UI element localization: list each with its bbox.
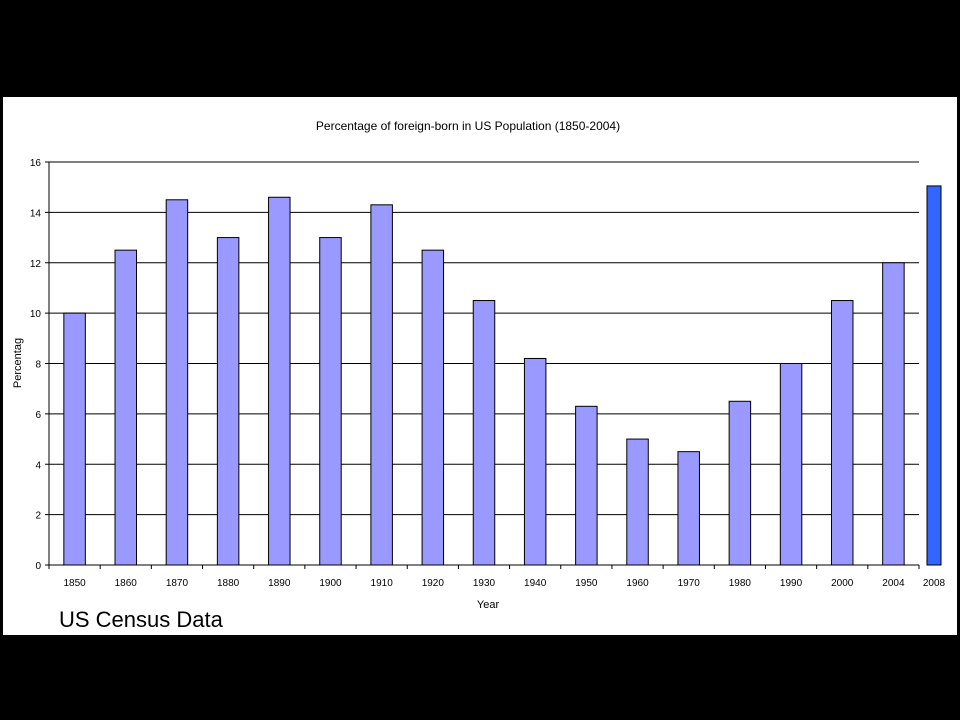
y-tick-label: 6 [35, 410, 41, 421]
x-tick-label: 1990 [780, 578, 803, 589]
bar-1910 [370, 204, 393, 566]
y-axis-label: Percentag [12, 338, 24, 388]
x-tick-label: 1890 [268, 578, 291, 589]
x-axis-label: Year [477, 599, 500, 611]
x-tick-label: 1860 [115, 578, 138, 589]
bar-1860 [114, 249, 138, 566]
bar-1880 [216, 237, 240, 566]
bar-1990 [779, 363, 803, 566]
bar-1960 [626, 438, 649, 566]
y-tick-label: 2 [35, 511, 41, 522]
bar-2000 [830, 300, 854, 566]
y-tick-labels: 0 2 4 6 8 10 12 14 16 [30, 158, 42, 572]
x-tick-label: 1920 [422, 578, 445, 589]
y-tick-label: 14 [30, 208, 42, 219]
extra-bar-label: 2008 [923, 578, 946, 589]
bar-1950 [575, 405, 598, 566]
y-tick-label: 8 [35, 360, 41, 371]
source-caption: US Census Data [59, 607, 223, 632]
bar-1980 [728, 400, 752, 566]
x-tick-label: 1940 [524, 578, 547, 589]
x-tick-label: 1930 [473, 578, 496, 589]
bar-1970 [677, 451, 700, 566]
bar-1920 [421, 249, 445, 566]
x-tick-label: 1870 [166, 578, 189, 589]
axes [45, 161, 920, 569]
bar-1930 [472, 300, 496, 566]
bar-2004 [882, 262, 905, 566]
x-tick-label: 1980 [729, 578, 752, 589]
bar-1850 [63, 312, 86, 566]
y-tick-label: 0 [35, 561, 41, 572]
x-tick-label: 1900 [319, 578, 342, 589]
x-tick-label: 2004 [882, 578, 905, 589]
x-tick-label: 1880 [217, 578, 240, 589]
y-tick-label: 12 [30, 259, 42, 270]
bar-2008 [926, 185, 942, 566]
bars [63, 196, 905, 566]
bar-1940 [523, 357, 547, 566]
y-tick-label: 4 [35, 460, 41, 471]
extra-bar-group: 2008 [923, 185, 946, 589]
x-tick-labels: 1850 1860 1870 1880 1890 1900 1910 1920 1930 1940… [63, 578, 905, 589]
bar-1890 [268, 196, 291, 566]
x-tick-label: 1910 [371, 578, 394, 589]
y-tick-label: 16 [30, 158, 42, 169]
bar-1870 [165, 199, 189, 566]
x-tick-label: 1960 [626, 578, 649, 589]
x-tick-label: 2000 [831, 578, 854, 589]
x-tick-label: 1950 [575, 578, 598, 589]
x-tick-label: 1970 [678, 578, 701, 589]
chart-title: Percentage of foreign-born in US Populat… [316, 119, 620, 133]
bar-1900 [319, 237, 342, 566]
y-tick-label: 10 [30, 309, 42, 320]
x-tick-label: 1850 [63, 578, 86, 589]
